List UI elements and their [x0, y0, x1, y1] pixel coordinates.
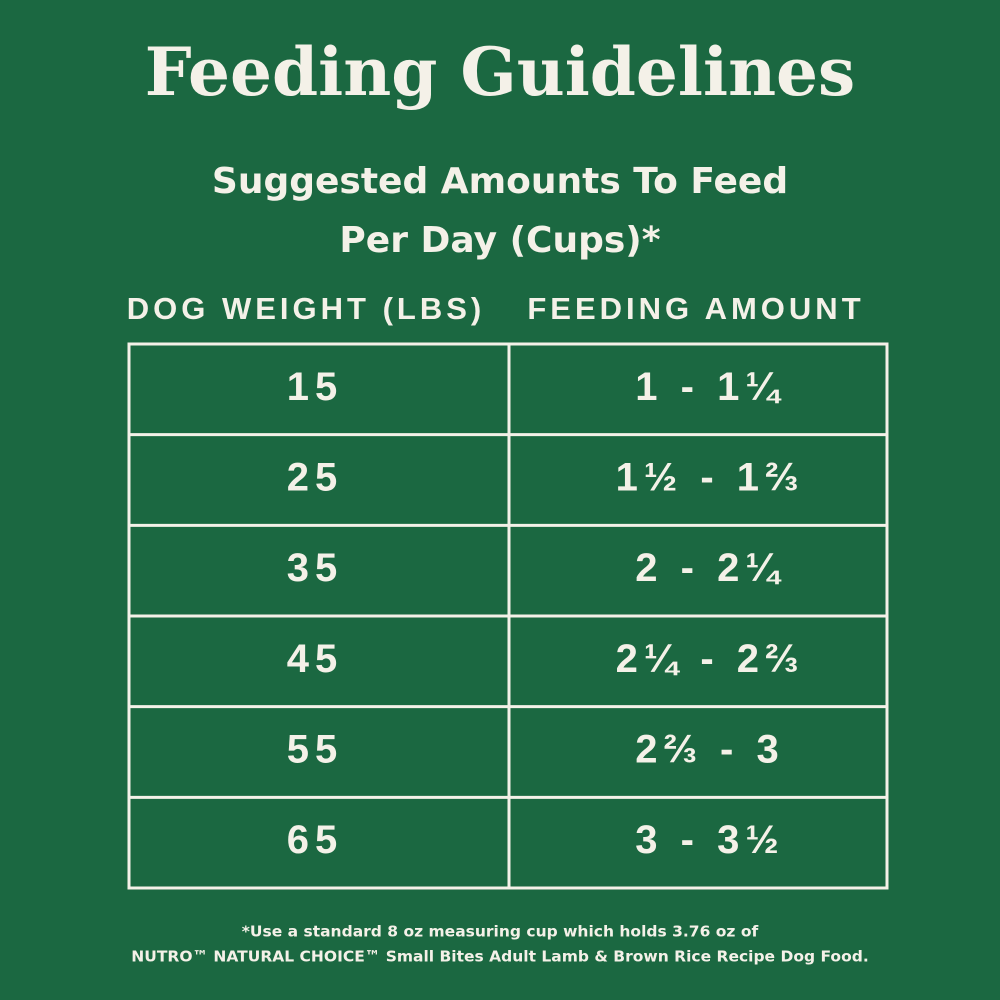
amount-cell: 1 - 1¼ — [635, 365, 784, 409]
amount-cell: 1½ - 1⅔ — [616, 456, 805, 500]
weight-cell: 65 — [287, 818, 344, 862]
column-header: DOG WEIGHT (LBS) — [127, 291, 485, 326]
footnote: *Use a standard 8 oz measuring cup which… — [242, 923, 759, 941]
weight-cell: 25 — [287, 456, 344, 500]
amount-cell: 2 - 2¼ — [635, 546, 784, 590]
weight-cell: 45 — [287, 637, 344, 681]
amount-cell: 2¼ - 2⅔ — [616, 637, 805, 681]
amount-cell: 2⅔ - 3 — [635, 728, 784, 772]
subtitle: Per Day (Cups)* — [339, 220, 660, 261]
column-header: FEEDING AMOUNT — [527, 291, 864, 326]
footnote: NUTRO™ NATURAL CHOICE™ Small Bites Adult… — [131, 948, 868, 966]
weight-cell: 35 — [287, 546, 344, 590]
subtitle: Suggested Amounts To Feed — [212, 161, 788, 202]
weight-cell: 55 — [287, 728, 344, 772]
amount-cell: 3 - 3½ — [635, 818, 784, 862]
title: Feeding Guidelines — [145, 33, 855, 111]
weight-cell: 15 — [287, 365, 344, 409]
